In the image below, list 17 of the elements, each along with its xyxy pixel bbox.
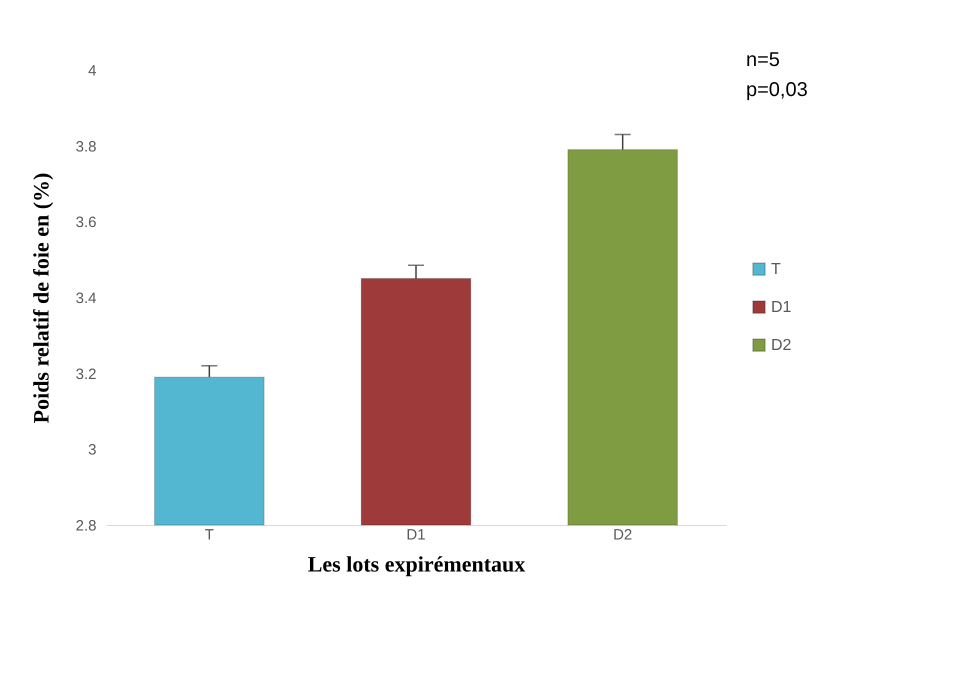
legend-label: D1	[771, 299, 792, 316]
x-tick-label: D1	[406, 526, 426, 544]
y-tick-label: 4	[88, 62, 96, 80]
text: p=0,03	[746, 79, 808, 101]
y-tick-label: 2.8	[76, 518, 96, 534]
legend-label: D2	[771, 337, 792, 354]
x-tick-label: T	[204, 526, 214, 544]
x-axis-title: Les lots expirémentaux	[308, 552, 526, 576]
x-tick-label: D2	[613, 526, 632, 544]
y-tick-label: 3.2	[76, 366, 96, 383]
legend-label: T	[771, 261, 781, 278]
y-tick-label: 3.6	[76, 214, 96, 232]
text: n=5	[746, 49, 780, 71]
y-tick-label: 3.4	[76, 290, 96, 307]
y-tick-label: 3	[88, 442, 96, 459]
y-axis-title: Poids relatif de foie en (%)	[28, 172, 54, 424]
y-tick-label: 3.8	[76, 138, 96, 156]
